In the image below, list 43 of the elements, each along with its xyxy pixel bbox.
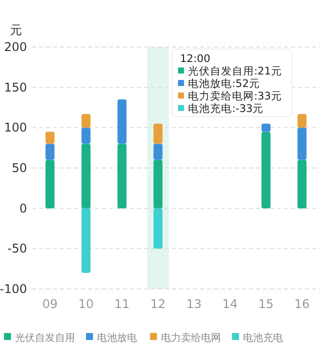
bar (118, 144, 126, 208)
legend-label: 电池充电 (243, 332, 283, 344)
x-tick-label: 13 (186, 297, 202, 311)
legend-label: 光伏自发自用 (15, 332, 75, 344)
legend-label: 电池放电 (97, 332, 137, 344)
bar (82, 128, 90, 144)
y-tick-label: -100 (0, 282, 27, 296)
x-tick-label: 16 (294, 297, 310, 311)
bar (82, 114, 90, 128)
x-tick-label: 09 (42, 297, 58, 311)
y-tick-label: 200 (4, 40, 27, 54)
bar (46, 132, 54, 144)
bar (298, 128, 306, 160)
bar (82, 144, 90, 208)
bar (82, 208, 90, 273)
annotation: 电池充电:-33元 (188, 102, 264, 115)
bar (262, 132, 270, 208)
bar (46, 160, 54, 208)
annotation: 电力卖给电网:33元 (188, 90, 282, 102)
bar (262, 124, 270, 132)
bar (154, 144, 162, 160)
y-tick-label: 100 (4, 120, 27, 135)
bar (298, 114, 306, 128)
x-tick-label: 15 (258, 297, 274, 311)
y-tick-label: 150 (4, 80, 27, 94)
x-tick-label: 10 (78, 297, 94, 311)
y-tick-label: -50 (7, 242, 27, 256)
bar (154, 208, 162, 249)
annotation: 光伏自发自用:21元 (188, 64, 282, 78)
bar (46, 144, 54, 160)
annotation: 电池放电:52元 (188, 77, 260, 90)
bar (298, 160, 306, 208)
y-tick-label: 50 (12, 161, 27, 175)
bar (154, 124, 162, 144)
bar (118, 99, 126, 144)
y-axis-title: 元 (10, 23, 22, 37)
annotation: 12:00 (180, 53, 210, 65)
y-tick-label: 0 (19, 201, 27, 216)
legend-label: 电力卖给电网 (161, 332, 221, 344)
x-tick-label: 11 (114, 297, 130, 311)
x-tick-label: 14 (222, 297, 238, 311)
x-tick-label: 12 (150, 297, 166, 311)
bar (154, 160, 162, 208)
